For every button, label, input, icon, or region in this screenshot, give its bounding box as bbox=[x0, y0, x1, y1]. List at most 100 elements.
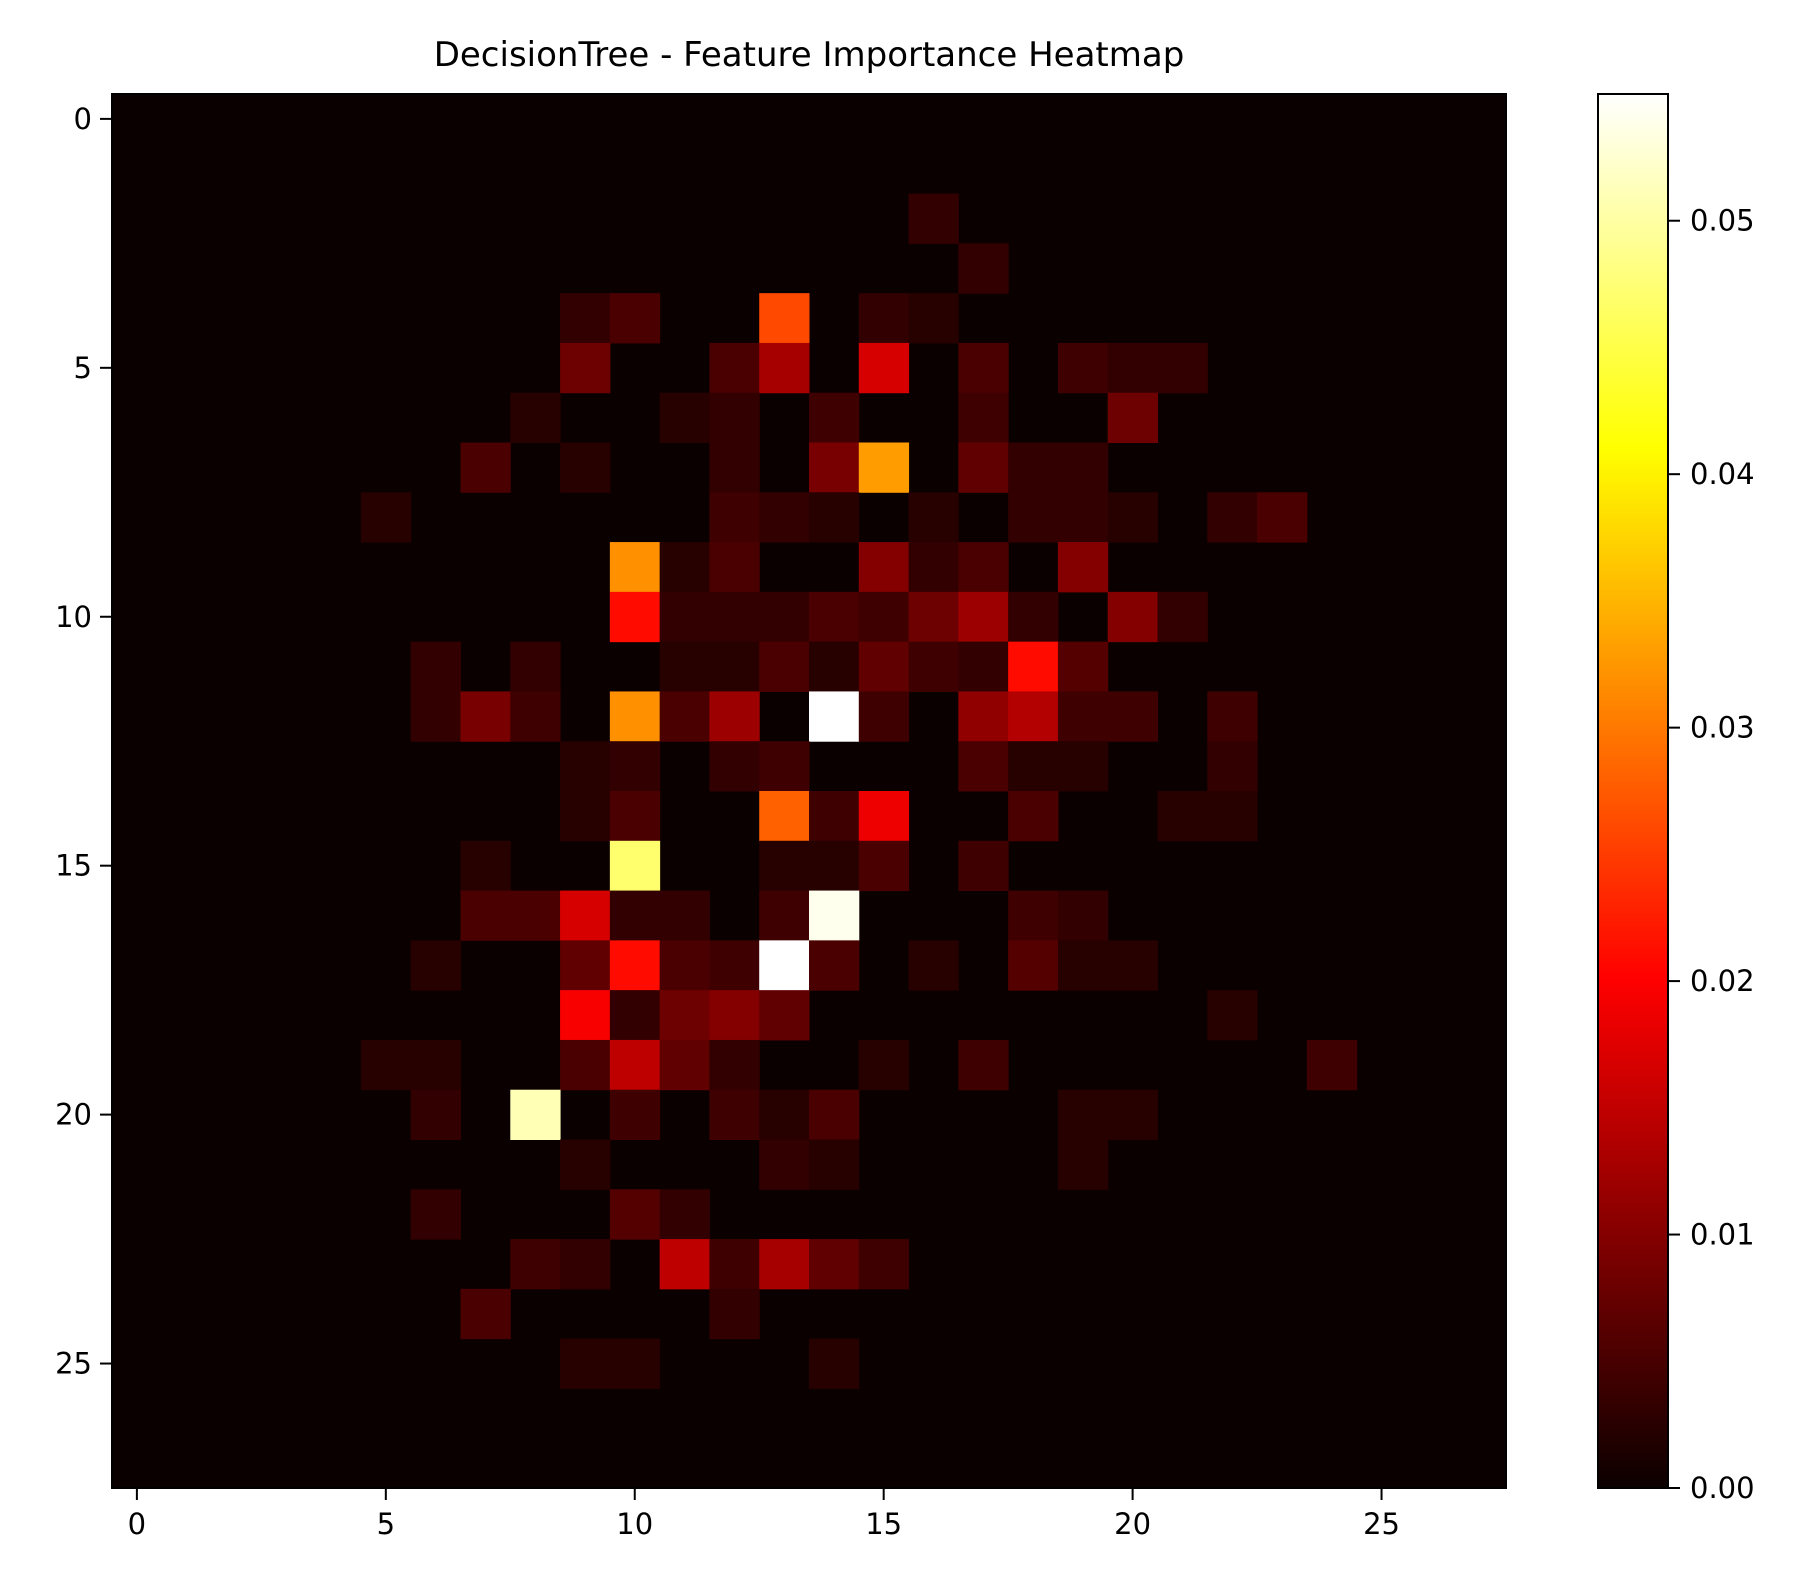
heatmap-cell bbox=[1107, 392, 1158, 443]
heatmap-cell bbox=[410, 641, 461, 692]
heatmap-cell bbox=[809, 442, 860, 493]
heatmap-cell bbox=[759, 890, 810, 941]
heatmap-cell bbox=[510, 691, 561, 742]
heatmap-cell bbox=[609, 542, 661, 593]
heatmap-cell bbox=[858, 840, 910, 892]
heatmap-cell bbox=[709, 1039, 760, 1091]
heatmap-cell bbox=[709, 1288, 760, 1340]
colorbar-tick-label: 0.02 bbox=[1690, 964, 1755, 998]
heatmap-cell bbox=[759, 342, 810, 394]
heatmap-cell bbox=[709, 342, 760, 394]
heatmap-cell bbox=[858, 442, 910, 493]
heatmap-cell bbox=[560, 293, 611, 344]
heatmap-cell bbox=[1008, 492, 1059, 543]
heatmap-cell bbox=[609, 1189, 661, 1240]
heatmap-cell bbox=[1057, 342, 1109, 394]
heatmap-cell bbox=[709, 691, 760, 742]
heatmap-cell bbox=[709, 741, 760, 792]
heatmap-cell bbox=[958, 641, 1009, 692]
heatmap-cell bbox=[958, 243, 1009, 294]
colorbar-frame bbox=[1597, 93, 1669, 1489]
heatmap-cell bbox=[1008, 641, 1059, 692]
heatmap-cell bbox=[759, 1239, 810, 1290]
heatmap-cell bbox=[759, 741, 810, 792]
heatmap-cell bbox=[1207, 990, 1258, 1041]
heatmap-cell bbox=[1057, 542, 1109, 593]
colorbar-tick-label: 0.00 bbox=[1690, 1471, 1755, 1505]
heatmap-cell bbox=[510, 641, 561, 692]
heatmap-cell bbox=[410, 1039, 461, 1091]
heatmap-cell bbox=[609, 1338, 661, 1389]
y-tick-label: 5 bbox=[74, 351, 92, 385]
heatmap-cell bbox=[709, 641, 760, 692]
heatmap-cell bbox=[1057, 741, 1109, 792]
heatmap-cell bbox=[1057, 641, 1109, 692]
heatmap-cell bbox=[609, 940, 661, 991]
heatmap-cell bbox=[858, 293, 910, 344]
heatmap-cell bbox=[659, 1189, 710, 1240]
x-tick-label: 15 bbox=[865, 1507, 902, 1541]
heatmap-cell bbox=[510, 1089, 561, 1140]
heatmap-cell bbox=[1257, 492, 1308, 543]
heatmap-cell bbox=[759, 492, 810, 543]
heatmap-cell bbox=[1207, 691, 1258, 742]
heatmap-cell bbox=[659, 392, 710, 443]
heatmap-cell bbox=[609, 591, 661, 643]
heatmap-cell bbox=[659, 641, 710, 692]
heatmap-cell bbox=[360, 492, 412, 543]
heatmap-cell bbox=[560, 1239, 611, 1290]
x-axis: 0 5 10 15 20 25 bbox=[128, 1488, 1400, 1541]
heatmap-cell bbox=[460, 691, 511, 742]
heatmap-cell bbox=[1057, 940, 1109, 991]
heatmap-cell bbox=[709, 591, 760, 643]
heatmap-cell bbox=[759, 940, 810, 991]
heatmap-cell bbox=[958, 840, 1009, 892]
heatmap-cell bbox=[1008, 442, 1059, 493]
heatmap-cell bbox=[858, 791, 910, 842]
heatmap-cell bbox=[908, 542, 959, 593]
heatmap-cell bbox=[809, 1239, 860, 1290]
y-tick-label: 25 bbox=[55, 1347, 92, 1381]
heatmap-cell bbox=[609, 293, 661, 344]
heatmap-cell bbox=[809, 940, 860, 991]
heatmap-cell bbox=[560, 890, 611, 941]
y-tick-label: 20 bbox=[55, 1098, 92, 1132]
heatmap-cell bbox=[759, 591, 810, 643]
heatmap-cell bbox=[858, 342, 910, 394]
heatmap-cell bbox=[609, 791, 661, 842]
heatmap-cell bbox=[958, 591, 1009, 643]
heatmap-cell bbox=[560, 1039, 611, 1091]
heatmap-cell bbox=[1008, 791, 1059, 842]
heatmap-cell bbox=[609, 1089, 661, 1140]
heatmap-cell bbox=[410, 940, 461, 991]
x-tick-label: 5 bbox=[377, 1507, 395, 1541]
heatmap-cell bbox=[858, 1039, 910, 1091]
heatmap-cell bbox=[759, 641, 810, 692]
heatmap-cell bbox=[659, 890, 710, 941]
colorbar-tick-label: 0.05 bbox=[1690, 204, 1755, 238]
heatmap-cell bbox=[1057, 691, 1109, 742]
heatmap-cell bbox=[1008, 691, 1059, 742]
heatmap-cell bbox=[609, 990, 661, 1041]
heatmap-cell bbox=[759, 1139, 810, 1190]
heatmap-cell bbox=[1157, 591, 1208, 643]
heatmap-cell bbox=[858, 691, 910, 742]
heatmap-cell bbox=[1008, 940, 1059, 991]
plot-frame bbox=[111, 93, 1507, 1489]
heatmap-cell bbox=[1306, 1039, 1358, 1091]
heatmap-cell bbox=[1057, 492, 1109, 543]
heatmap-cell bbox=[460, 442, 511, 493]
colorbar-gradient bbox=[1598, 94, 1668, 1488]
plot-area bbox=[111, 93, 1507, 1489]
heatmap-cell bbox=[1008, 591, 1059, 643]
heatmap-cell bbox=[609, 1039, 661, 1091]
heatmap-cell bbox=[709, 990, 760, 1041]
heatmap-cell bbox=[958, 741, 1009, 792]
heatmap-cell bbox=[709, 542, 760, 593]
colorbar-tick-label: 0.03 bbox=[1690, 711, 1755, 745]
x-tick-label: 20 bbox=[1114, 1507, 1151, 1541]
heatmap-cell bbox=[1057, 442, 1109, 493]
heatmap-cell bbox=[609, 691, 661, 742]
heatmap-cell bbox=[659, 1039, 710, 1091]
heatmap-cell bbox=[809, 392, 860, 443]
